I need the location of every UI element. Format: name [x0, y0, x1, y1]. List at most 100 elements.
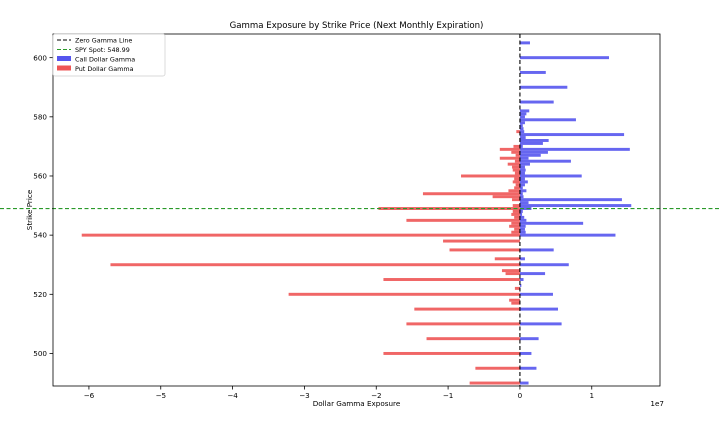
call-gamma-bar — [519, 186, 523, 190]
call-gamma-bar — [519, 150, 548, 154]
call-gamma-bar — [519, 207, 532, 210]
y-tick-label: 600 — [33, 53, 47, 62]
put-gamma-bar — [475, 366, 520, 370]
call-gamma-bar — [519, 227, 525, 231]
legend-item-call-dollar-gamma: Call Dollar Gamma — [57, 55, 135, 63]
x-tick-label: 1 — [589, 391, 594, 400]
legend-label: Call Dollar Gamma — [75, 55, 135, 63]
put-gamma-bar — [406, 218, 520, 222]
call-gamma-bar — [519, 180, 528, 184]
put-gamma-bar — [507, 162, 520, 166]
call-gamma-bar — [519, 366, 537, 370]
put-gamma-bar — [494, 257, 520, 261]
legend-label: SPY Spot: 548.99 — [75, 46, 130, 54]
put-gamma-bar — [461, 174, 520, 178]
x-tick-label: −2 — [371, 391, 382, 400]
plot-frame — [52, 33, 661, 387]
put-gamma-bar — [511, 230, 520, 234]
call-gamma-bar — [519, 153, 541, 157]
put-gamma-bar — [511, 150, 520, 154]
put-gamma-bar — [509, 298, 520, 302]
put-gamma-bar — [512, 168, 520, 172]
call-gamma-bar — [519, 192, 523, 196]
put-gamma-bar — [414, 307, 520, 311]
legend-item-put-dollar-gamma: Put Dollar Gamma — [57, 65, 134, 73]
call-gamma-bar — [519, 195, 524, 199]
put-gamma-bar — [514, 286, 520, 290]
x-axis-scale-label: 1e7 — [650, 399, 664, 408]
y-tick-label: 580 — [33, 112, 47, 121]
put-gamma-bar — [513, 144, 520, 148]
call-gamma-bar — [519, 337, 539, 341]
call-gamma-bar — [519, 133, 625, 137]
put-gamma-bar — [288, 292, 520, 296]
call-gamma-bar — [519, 212, 523, 216]
call-gamma-bar — [519, 70, 546, 74]
call-gamma-bar — [519, 263, 569, 267]
x-tick-label: −6 — [84, 391, 95, 400]
y-tick-label: 540 — [33, 231, 47, 240]
put-gamma-bar — [512, 204, 520, 208]
bars-layer — [81, 41, 632, 385]
call-gamma-bar — [519, 174, 582, 178]
call-gamma-bar — [519, 322, 562, 326]
call-gamma-bar — [519, 177, 525, 181]
call-gamma-bar — [519, 204, 632, 208]
call-gamma-bar — [519, 201, 529, 205]
put-gamma-bar — [383, 351, 520, 355]
x-tick-label: −3 — [299, 391, 310, 400]
y-tick-label: 560 — [33, 172, 47, 181]
put-gamma-bar — [426, 337, 520, 341]
put-gamma-bar — [449, 248, 520, 252]
call-gamma-bar — [519, 233, 616, 237]
call-gamma-bar — [519, 141, 543, 145]
put-gamma-bar — [422, 192, 520, 196]
put-gamma-bar — [512, 198, 520, 202]
put-gamma-bar — [512, 210, 520, 213]
x-tick-label: 0 — [518, 391, 523, 400]
legend-swatch-put — [57, 65, 71, 71]
call-gamma-bar — [519, 109, 530, 113]
put-gamma-bar — [514, 177, 520, 181]
put-gamma-bar — [514, 186, 520, 190]
put-gamma-bar — [509, 224, 520, 228]
call-gamma-bar — [519, 130, 525, 134]
call-gamma-bar — [519, 100, 554, 104]
y-tick-label: 520 — [33, 290, 47, 299]
call-gamma-bar — [519, 221, 584, 225]
call-gamma-bar — [519, 248, 554, 252]
put-gamma-bar — [492, 195, 520, 199]
legend-swatch-call — [57, 56, 71, 61]
put-gamma-bar — [514, 171, 520, 175]
x-tick-label: −5 — [155, 391, 166, 400]
call-gamma-bar — [519, 159, 571, 163]
call-gamma-bar — [519, 381, 529, 385]
legend-box — [52, 33, 166, 77]
legend: Zero Gamma Line SPY Spot: 548.99 Call Do… — [52, 33, 166, 77]
call-gamma-bar — [519, 165, 525, 169]
call-gamma-bar — [519, 272, 546, 276]
call-gamma-bar — [519, 56, 609, 60]
put-gamma-bar — [515, 153, 520, 157]
put-gamma-bar — [501, 269, 520, 273]
put-gamma-bar — [511, 212, 520, 216]
y-axis-ticks: 500 520 540 560 580 600 — [33, 53, 53, 358]
call-gamma-bar — [519, 292, 553, 296]
call-gamma-bar — [519, 127, 524, 131]
call-gamma-bar — [519, 147, 630, 151]
call-gamma-bar — [519, 257, 525, 261]
put-gamma-bar — [514, 159, 520, 163]
put-gamma-bar — [508, 189, 520, 193]
put-gamma-bar — [406, 322, 520, 326]
call-gamma-bar — [519, 230, 526, 234]
legend-label: Zero Gamma Line — [75, 37, 132, 45]
call-gamma-bar — [519, 210, 523, 213]
call-gamma-bar — [519, 215, 525, 219]
x-tick-label: −4 — [227, 391, 238, 400]
call-gamma-bar — [519, 278, 524, 281]
put-gamma-bar — [516, 130, 520, 134]
call-gamma-bar — [519, 85, 568, 89]
call-gamma-bar — [519, 307, 558, 311]
call-gamma-bar — [519, 112, 527, 116]
call-gamma-bar — [519, 189, 527, 193]
